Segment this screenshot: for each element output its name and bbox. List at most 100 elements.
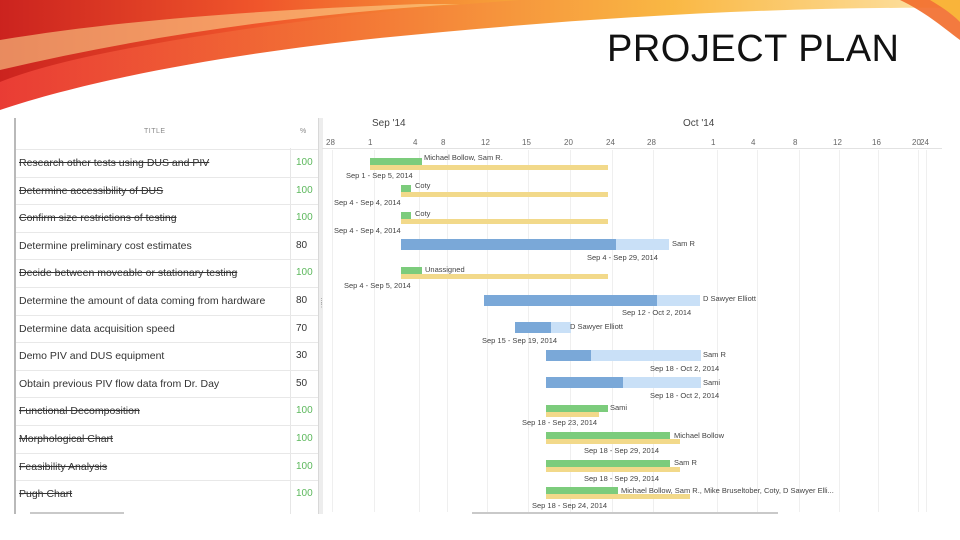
task-title[interactable]: Determine data acquisition speed — [19, 322, 175, 335]
task-assignee-label: Sam R — [674, 458, 697, 467]
table-row[interactable]: Decide between moveable or stationary te… — [16, 259, 318, 287]
task-percent: 80 — [296, 239, 308, 251]
task-bar-baseline[interactable] — [401, 219, 608, 224]
table-row[interactable]: Confirm size restrictions of testing 100 — [16, 204, 318, 232]
task-assignee-label: Sam R — [672, 239, 695, 248]
task-date-range: Sep 18 - Oct 2, 2014 — [650, 364, 720, 373]
task-bar-remaining[interactable] — [623, 377, 701, 388]
task-bar-baseline[interactable] — [370, 165, 608, 170]
task-bar-remaining[interactable] — [591, 350, 701, 361]
task-bar-baseline[interactable] — [546, 439, 680, 444]
table-row[interactable]: Demo PIV and DUS equipment 30 — [16, 342, 318, 370]
column-header-percent[interactable]: % — [300, 128, 307, 135]
task-bar-remaining[interactable] — [657, 295, 700, 306]
task-bar-baseline[interactable] — [401, 192, 608, 197]
task-bar-baseline[interactable] — [546, 467, 680, 472]
task-title[interactable]: Decide between moveable or stationary te… — [19, 267, 238, 280]
task-assignee-label: Sami — [703, 378, 721, 387]
task-bar-complete[interactable] — [401, 185, 411, 192]
task-percent: 100 — [296, 460, 313, 472]
task-bar-baseline[interactable] — [546, 412, 599, 417]
month-label: Sep '14 — [372, 118, 406, 129]
day-tick-label: 28 — [647, 138, 656, 147]
task-percent: 100 — [296, 488, 313, 500]
task-title[interactable]: Functional Decomposition — [19, 405, 140, 418]
table-scrollbar[interactable] — [30, 512, 124, 514]
day-tick-label: 8 — [793, 138, 798, 147]
task-bar-progress[interactable] — [515, 322, 551, 333]
task-date-range: Sep 18 - Sep 24, 2014 — [532, 501, 608, 510]
grid-line — [926, 150, 927, 512]
task-bar-remaining[interactable] — [551, 322, 571, 333]
table-row[interactable]: Determine the amount of data coming from… — [16, 287, 318, 315]
task-assignee-label: Sami — [610, 403, 628, 412]
day-tick-label: 4 — [413, 138, 418, 147]
table-row[interactable]: Determine accessibility of DUS 100 — [16, 176, 318, 205]
task-percent: 70 — [296, 322, 308, 334]
task-percent: 30 — [296, 350, 308, 362]
table-row[interactable]: Determine data acquisition speed 70 — [16, 314, 318, 343]
column-header-title[interactable]: TITLE — [144, 128, 166, 135]
task-bar-complete[interactable] — [546, 460, 670, 467]
task-date-range: Sep 4 - Sep 5, 2014 — [344, 281, 411, 290]
task-assignee-label: D Sawyer Elliott — [703, 294, 756, 303]
table-row[interactable]: Research other tests using DUS and PIV 10… — [16, 149, 318, 177]
grid-line — [918, 150, 919, 512]
grid-line — [332, 150, 333, 512]
task-date-range: Sep 18 - Sep 23, 2014 — [522, 418, 598, 427]
left-border — [14, 118, 16, 514]
task-bar-baseline[interactable] — [546, 494, 690, 499]
task-bar-baseline[interactable] — [401, 274, 608, 279]
day-tick-label: 1 — [711, 138, 716, 147]
day-tick-label: 8 — [441, 138, 446, 147]
day-tick-label: 24 — [606, 138, 615, 147]
table-row[interactable]: Determine preliminary cost estimates 80 — [16, 231, 318, 260]
grid-line — [374, 150, 375, 512]
task-title[interactable]: Determine accessibility of DUS — [19, 184, 164, 197]
task-title[interactable]: Confirm size restrictions of testing — [19, 212, 177, 225]
grid-line — [878, 150, 879, 512]
task-date-range: Sep 18 - Oct 2, 2014 — [650, 391, 720, 400]
panel-splitter[interactable] — [318, 118, 323, 514]
task-assignee-label: Michael Bollow, Sam R., Mike Bruseltober… — [621, 486, 834, 495]
task-date-range: Sep 12 - Oct 2, 2014 — [622, 308, 692, 317]
task-bar-complete[interactable] — [401, 267, 422, 274]
table-row[interactable]: Pugh Chart 100 — [16, 480, 318, 508]
task-percent: 100 — [296, 184, 313, 196]
task-title[interactable]: Feasibility Analysis — [19, 460, 108, 473]
task-title[interactable]: Determine preliminary cost estimates — [19, 239, 192, 252]
task-bar-complete[interactable] — [370, 158, 422, 165]
task-title[interactable]: Research other tests using DUS and PIV — [19, 157, 210, 169]
task-assignee-label: Sam R — [703, 350, 726, 359]
splitter-grip-icon[interactable]: ⋮ ⋮ — [318, 298, 325, 309]
task-title[interactable]: Determine the amount of data coming from… — [19, 295, 266, 307]
task-bar-progress[interactable] — [546, 377, 623, 388]
task-bar-progress[interactable] — [484, 295, 657, 306]
task-title[interactable]: Demo PIV and DUS equipment — [19, 350, 165, 363]
table-row[interactable]: Functional Decomposition 100 — [16, 397, 318, 425]
grid-line — [419, 150, 420, 512]
task-bar-remaining[interactable] — [616, 239, 669, 250]
task-bar-complete[interactable] — [546, 432, 670, 439]
day-tick-label: 20 — [912, 138, 921, 147]
task-title[interactable]: Obtain previous PIV flow data from Dr. D… — [19, 377, 220, 390]
task-date-range: Sep 4 - Sep 4, 2014 — [334, 226, 401, 235]
task-bar-complete[interactable] — [401, 212, 411, 219]
task-percent: 100 — [296, 405, 313, 417]
task-assignee-label: Michael Bollow — [674, 431, 725, 440]
grid-line — [447, 150, 448, 512]
task-assignee-label: Coty — [415, 209, 431, 218]
task-bar-complete[interactable] — [546, 405, 608, 412]
task-bar-complete[interactable] — [546, 487, 618, 494]
table-row[interactable]: Obtain previous PIV flow data from Dr. D… — [16, 369, 318, 398]
task-title[interactable]: Morphological Chart — [19, 433, 113, 445]
timeline-scrollbar[interactable] — [472, 512, 778, 514]
table-row[interactable]: Feasibility Analysis 100 — [16, 452, 318, 481]
table-row[interactable]: Morphological Chart 100 — [16, 425, 318, 453]
task-bar-progress[interactable] — [401, 239, 616, 250]
task-date-range: Sep 15 - Sep 19, 2014 — [482, 336, 558, 345]
task-bar-progress[interactable] — [546, 350, 591, 361]
task-title[interactable]: Pugh Chart — [19, 488, 73, 501]
day-tick-label: 15 — [522, 138, 531, 147]
task-assignee-label: Michael Bollow, Sam R. — [424, 153, 503, 162]
